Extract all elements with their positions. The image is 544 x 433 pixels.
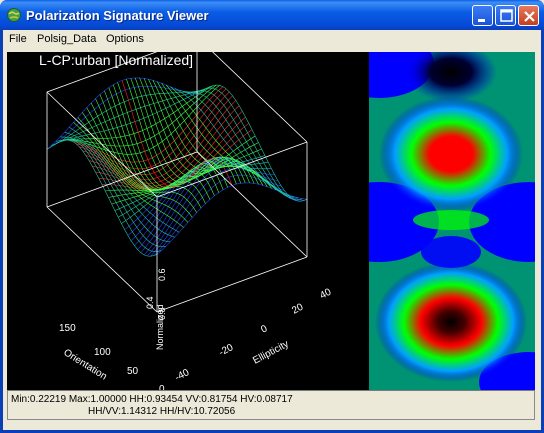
menu-file[interactable]: File [9, 33, 27, 45]
signature-image [369, 52, 535, 390]
close-button[interactable] [518, 5, 539, 26]
wire-line [77, 117, 189, 223]
normalized-tick-0-4: 0.4 [145, 296, 155, 309]
status-stats-line: Min:0.22219 Max:1.00000 HH:0.93454 VV:0.… [11, 394, 293, 405]
minimize-icon [478, 19, 485, 22]
wire-line [108, 87, 220, 193]
app-globe-icon [7, 8, 21, 22]
signature-image-panel[interactable] [369, 52, 535, 390]
orientation-tick-50: 50 [127, 366, 139, 377]
wire-line [55, 138, 166, 247]
wire-line [121, 80, 233, 187]
ellipticity-tick-0: 0 [259, 323, 269, 336]
menu-options[interactable]: Options [106, 33, 144, 45]
box-edge [196, 151, 308, 258]
wire-line [76, 88, 227, 170]
wire-line [99, 94, 211, 200]
minimize-button[interactable] [472, 5, 493, 26]
box-edge [156, 141, 308, 198]
maximize-icon [500, 9, 513, 22]
menu-bar: File Polsig_Data Options [3, 30, 541, 50]
surface-wireframe [46, 77, 308, 257]
wire-line [134, 77, 246, 184]
wire-line [179, 89, 290, 196]
wire-line [139, 77, 250, 184]
status-ratio-line: HH/VV:1.14312 HH/HV:10.72056 [88, 406, 236, 417]
wire-line [188, 90, 299, 199]
wire-line [64, 131, 175, 238]
box-edge [46, 206, 158, 313]
orientation-tick-100: 100 [94, 347, 111, 358]
close-icon [524, 11, 535, 22]
orientation-tick-150: 150 [59, 323, 76, 334]
normalized-axis-label: Normalized [155, 304, 165, 350]
wire-line [53, 90, 204, 146]
wire-line [140, 157, 291, 253]
title-bar[interactable]: Polarization Signature Viewer [0, 0, 544, 30]
wire-line [196, 84, 308, 202]
wire-line [73, 122, 184, 228]
wire-line [148, 79, 259, 185]
ellipticity-tick-20: 20 [290, 302, 305, 317]
wire-line [143, 78, 255, 184]
wire-line [192, 87, 303, 201]
box-edge [46, 151, 198, 208]
ellipticity-tick-n20: -20 [217, 342, 235, 359]
box-edge [46, 91, 158, 198]
ellipticity-tick-n40: -40 [173, 367, 191, 384]
surface-plot-panel[interactable]: L-CP:urban [Normalized] 150 100 50 0 Ori… [7, 52, 369, 390]
client-area: File Polsig_Data Options L-CP:urban [Nor… [3, 30, 541, 430]
status-bar: Min:0.22219 Max:1.00000 HH:0.93454 VV:0.… [7, 390, 535, 420]
wire-line [112, 84, 224, 190]
maximize-button[interactable] [495, 5, 516, 26]
window-title: Polarization Signature Viewer [26, 8, 209, 23]
ellipticity-tick-40: 40 [318, 287, 333, 302]
ellipticity-axis-label: Ellipticity [251, 339, 291, 367]
surface-plot: L-CP:urban [Normalized] 150 100 50 0 Ori… [39, 52, 334, 390]
normalized-tick-0-8: 0.8 [157, 307, 167, 320]
wire-line [86, 107, 197, 213]
wire-line [183, 91, 294, 197]
orientation-tick-0: 0 [159, 384, 165, 390]
wire-line [165, 84, 277, 191]
plot-title: L-CP:urban [Normalized] [39, 52, 193, 68]
box-edge [212, 52, 308, 143]
normalized-tick-0-6: 0.6 [157, 268, 167, 281]
plot-box [46, 52, 308, 313]
menu-polsig-data[interactable]: Polsig_Data [37, 33, 97, 45]
wire-line [60, 136, 171, 243]
wire-line [130, 78, 242, 184]
wire-line [51, 139, 162, 252]
box-edge [156, 256, 308, 313]
wire-line [68, 127, 180, 233]
wire-line [82, 112, 193, 218]
box-edge [46, 52, 158, 93]
